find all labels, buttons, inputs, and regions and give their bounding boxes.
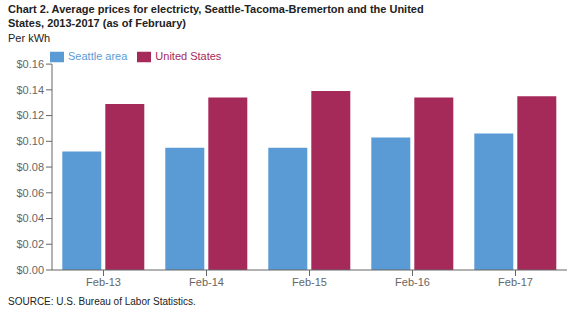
svg-text:$0.16: $0.16 bbox=[16, 58, 44, 70]
svg-text:Feb-17: Feb-17 bbox=[498, 276, 533, 288]
svg-text:$0.10: $0.10 bbox=[16, 135, 44, 147]
svg-text:Feb-13: Feb-13 bbox=[86, 276, 121, 288]
html-text:United States: United States bbox=[155, 50, 222, 62]
svg-text:$0.08: $0.08 bbox=[16, 161, 44, 173]
html-text:Chart 2. Average prices for el: Chart 2. Average prices for electricty, … bbox=[8, 3, 424, 15]
svg-text:$0.14: $0.14 bbox=[16, 84, 44, 96]
svg-text:Feb-14: Feb-14 bbox=[189, 276, 224, 288]
svg-text:$0.06: $0.06 bbox=[16, 187, 44, 199]
svg-text:$0.02: $0.02 bbox=[16, 238, 44, 250]
html-text:SOURCE: U.S. Bureau of Labor S: SOURCE: U.S. Bureau of Labor Statistics. bbox=[8, 296, 196, 307]
svg-text:Feb-15: Feb-15 bbox=[292, 276, 327, 288]
svg-text:Feb-16: Feb-16 bbox=[395, 276, 430, 288]
html-text:Seattle area: Seattle area bbox=[68, 50, 128, 62]
svg-text:$0.12: $0.12 bbox=[16, 109, 44, 121]
html-text:States, 2013-2017 (as of Febru: States, 2013-2017 (as of February) bbox=[8, 17, 186, 29]
svg-text:$0.00: $0.00 bbox=[16, 264, 44, 276]
html-text:Per kWh: Per kWh bbox=[8, 32, 51, 44]
svg-text:$0.04: $0.04 bbox=[16, 212, 44, 224]
